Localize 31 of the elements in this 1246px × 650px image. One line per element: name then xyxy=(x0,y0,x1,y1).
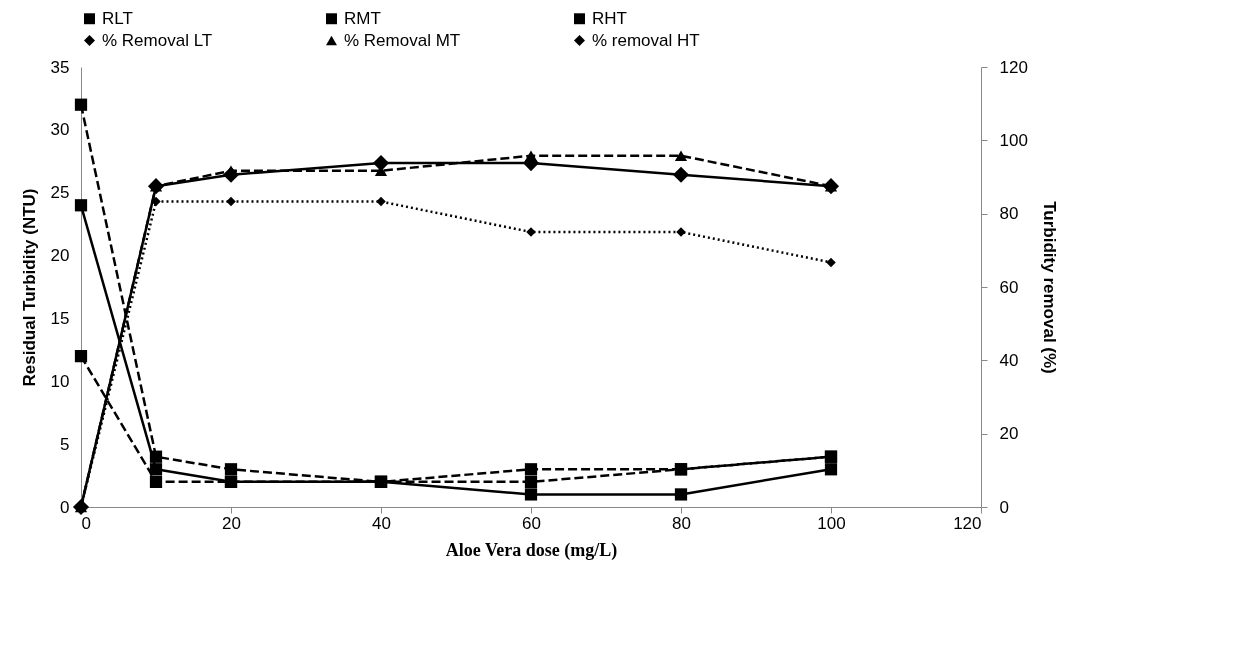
legend-label: RMT xyxy=(344,8,381,28)
y-tick-label: 15 xyxy=(50,308,70,328)
legend-label: RLT xyxy=(102,8,133,28)
x-tick-label: 0 xyxy=(81,513,91,533)
y-tick-label: 25 xyxy=(50,183,70,203)
y2-tick-label: 120 xyxy=(999,57,1028,77)
y-tick-label: 20 xyxy=(50,246,70,266)
x-tick-label: 40 xyxy=(372,513,391,533)
y2-axis-title: Turbidity removal (%) xyxy=(1039,201,1059,374)
y2-tick-label: 40 xyxy=(999,350,1019,370)
legend-label: RHT xyxy=(592,8,627,28)
legend-label: % Removal MT xyxy=(344,30,461,50)
x-tick-label: 100 xyxy=(817,513,846,533)
x-tick-label: 80 xyxy=(672,513,691,533)
y-tick-label: 10 xyxy=(50,371,70,391)
x-axis-title: Aloe Vera dose (mg/L) xyxy=(445,539,618,561)
y2-tick-label: 100 xyxy=(999,130,1028,150)
y-axis-title: Residual Turbidity (NTU) xyxy=(19,188,39,387)
y-tick-label: 30 xyxy=(50,120,70,140)
x-tick-label: 120 xyxy=(953,513,982,533)
y2-tick-label: 0 xyxy=(999,497,1009,517)
y-tick-label: 35 xyxy=(50,57,70,77)
y2-tick-label: 20 xyxy=(999,424,1019,444)
y2-tick-label: 80 xyxy=(999,204,1019,224)
y-tick-label: 0 xyxy=(60,497,70,517)
legend-label: % removal HT xyxy=(592,30,700,50)
x-tick-label: 20 xyxy=(222,513,241,533)
legend-label: % Removal LT xyxy=(102,30,213,50)
y-tick-label: 5 xyxy=(60,434,70,454)
y2-tick-label: 60 xyxy=(999,277,1019,297)
x-tick-label: 60 xyxy=(522,513,541,533)
